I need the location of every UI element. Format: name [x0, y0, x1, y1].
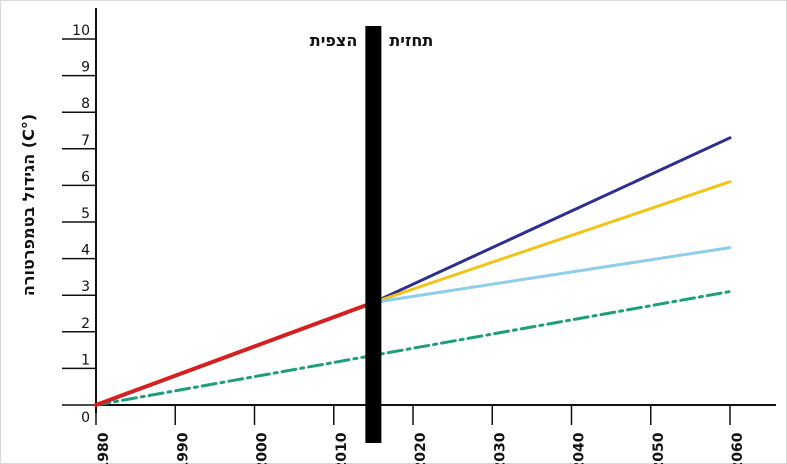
y-tick-label: 0 — [81, 410, 90, 426]
x-tick-label: 2020 — [413, 432, 429, 464]
y-tick-label: 5 — [81, 206, 90, 222]
y-tick-label: 4 — [81, 243, 90, 259]
x-tick-label: 1980 — [96, 432, 112, 464]
series-line-2 — [371, 180, 732, 304]
x-tick-label: 2040 — [572, 432, 588, 464]
observation-label: הצפית — [310, 31, 358, 50]
series-line-1 — [94, 136, 732, 407]
x-tick-label: 2030 — [492, 432, 508, 464]
y-tick-label: 3 — [81, 279, 90, 295]
y-tick-label: 10 — [72, 23, 90, 39]
y-tick-label: 6 — [81, 169, 90, 185]
x-tick-label: 2050 — [651, 432, 667, 464]
x-tick-label: 2060 — [730, 432, 746, 464]
series-line-5 — [94, 300, 376, 407]
y-tick-label: 2 — [81, 316, 90, 332]
x-tick-label: 2010 — [334, 432, 350, 464]
x-tick-label: 2000 — [255, 432, 271, 464]
y-tick-label: 7 — [81, 133, 90, 149]
x-tick-label: 1990 — [175, 432, 191, 464]
observation-forecast-divider — [365, 26, 382, 443]
y-axis-title: הגידול בטמפרטורה (C°) — [19, 114, 38, 296]
forecast-label: תחזית — [389, 31, 433, 50]
series-line-3 — [371, 246, 732, 304]
y-tick-label: 9 — [81, 60, 90, 76]
series-line-4 — [94, 290, 732, 407]
y-tick-label: 8 — [81, 96, 90, 112]
y-tick-label: 1 — [81, 352, 90, 368]
